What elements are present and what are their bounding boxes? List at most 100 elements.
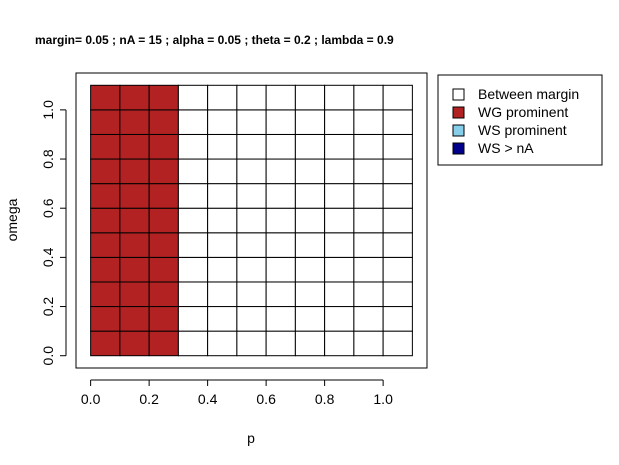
heatmap-cell (148, 183, 179, 209)
y-tick-label: 0.2 (40, 297, 56, 317)
heatmap-cell (90, 84, 121, 111)
y-tick-label: 0.8 (40, 149, 56, 169)
heatmap-cell (177, 133, 209, 160)
heatmap-cell (177, 330, 209, 357)
heatmap-cell (265, 183, 296, 209)
heatmap-cell (207, 109, 238, 135)
heatmap-cell (353, 281, 384, 308)
y-tick-label: 0.0 (40, 346, 56, 366)
heatmap-cell (382, 109, 413, 135)
legend: Between margin WG prominent WS prominent WS… (437, 74, 603, 166)
heatmap-cell (148, 256, 179, 283)
heatmap-cell (324, 109, 355, 135)
heatmap-cell (294, 109, 326, 135)
heatmap-cell (265, 232, 296, 258)
heatmap-cell (207, 281, 238, 308)
heatmap-cell (353, 330, 384, 357)
legend-swatch (452, 142, 465, 155)
x-tick-label: 0.2 (139, 391, 159, 407)
y-axis: 0.0 0.2 0.4 0.6 0.8 1.0 (40, 100, 67, 366)
heatmap-cell (119, 207, 150, 234)
heatmap-cell (236, 232, 267, 258)
heatmap-cell (265, 158, 296, 185)
plot-frame (75, 72, 428, 369)
heatmap-cell (207, 158, 238, 185)
heatmap-cell (324, 256, 355, 283)
heatmap-cell (382, 256, 413, 283)
heatmap-cell (177, 109, 209, 135)
heatmap-cell (382, 84, 413, 111)
heatmap-cell (177, 256, 209, 283)
heatmap-cell (119, 330, 150, 357)
heatmap-cell (353, 158, 384, 185)
heatmap-cell (324, 281, 355, 308)
heatmap-cell (236, 183, 267, 209)
heatmap-cell (119, 158, 150, 185)
x-axis-label: p (247, 430, 255, 446)
legend-label: Between margin (478, 86, 579, 102)
heatmap-cell (90, 158, 121, 185)
heatmap-cell (265, 207, 296, 234)
x-tick-label: 1.0 (373, 391, 393, 407)
heatmap-cell (265, 330, 296, 357)
heatmap-cell (207, 256, 238, 283)
heatmap-cell (324, 183, 355, 209)
legend-label: WS > nA (478, 140, 534, 156)
heatmap-cell (236, 306, 267, 332)
heatmap-cell (90, 232, 121, 258)
heatmap-cell (148, 158, 179, 185)
heatmap-cell (265, 84, 296, 111)
heatmap-cell (207, 330, 238, 357)
heatmap-cell (236, 158, 267, 185)
heatmap-cell (236, 84, 267, 111)
heatmap-cell (382, 133, 413, 160)
heatmap-cell (90, 183, 121, 209)
heatmap-cell (90, 109, 121, 135)
heatmap-cell (148, 207, 179, 234)
heatmap-cell (148, 133, 179, 160)
heatmap-cell (148, 232, 179, 258)
heatmap-cell (119, 84, 150, 111)
heatmap-cell (177, 84, 209, 111)
x-tick-label: 0.0 (81, 391, 101, 407)
heatmap-cell (119, 133, 150, 160)
heatmap-cell (324, 207, 355, 234)
heatmap-cell (265, 256, 296, 283)
heatmap-cell (236, 109, 267, 135)
heatmap-cell (148, 281, 179, 308)
heatmap-cell (382, 158, 413, 185)
heatmap-cell (90, 281, 121, 308)
heatmap-cell (207, 183, 238, 209)
heatmap-cell (382, 281, 413, 308)
heatmap-cell (177, 281, 209, 308)
heatmap-cell (177, 207, 209, 234)
legend-swatch (452, 124, 465, 137)
legend-swatch (452, 88, 465, 101)
heatmap-cell (119, 183, 150, 209)
heatmap-cell (148, 306, 179, 332)
y-tick-label: 0.4 (40, 247, 56, 267)
heatmap-cell (119, 256, 150, 283)
heatmap-cell (236, 330, 267, 357)
heatmap-cell (90, 330, 121, 357)
heatmap-cell (236, 207, 267, 234)
heatmap-cell (353, 256, 384, 283)
heatmap-cell (177, 158, 209, 185)
heatmap-cell (177, 232, 209, 258)
heatmap-cell (324, 330, 355, 357)
heatmap-cell (353, 232, 384, 258)
heatmap-cell (119, 109, 150, 135)
legend-box (437, 74, 603, 166)
legend-swatch (452, 106, 465, 119)
heatmap-cell (265, 281, 296, 308)
heatmap-cell (353, 133, 384, 160)
heatmap-cell (236, 133, 267, 160)
heatmap-cell (148, 84, 179, 111)
heatmap-cell (207, 133, 238, 160)
heatmap-cell (294, 281, 326, 308)
y-tick-label: 1.0 (40, 100, 56, 120)
heatmap-cell (90, 306, 121, 332)
heatmap-cell (382, 232, 413, 258)
heatmap-cell (148, 109, 179, 135)
